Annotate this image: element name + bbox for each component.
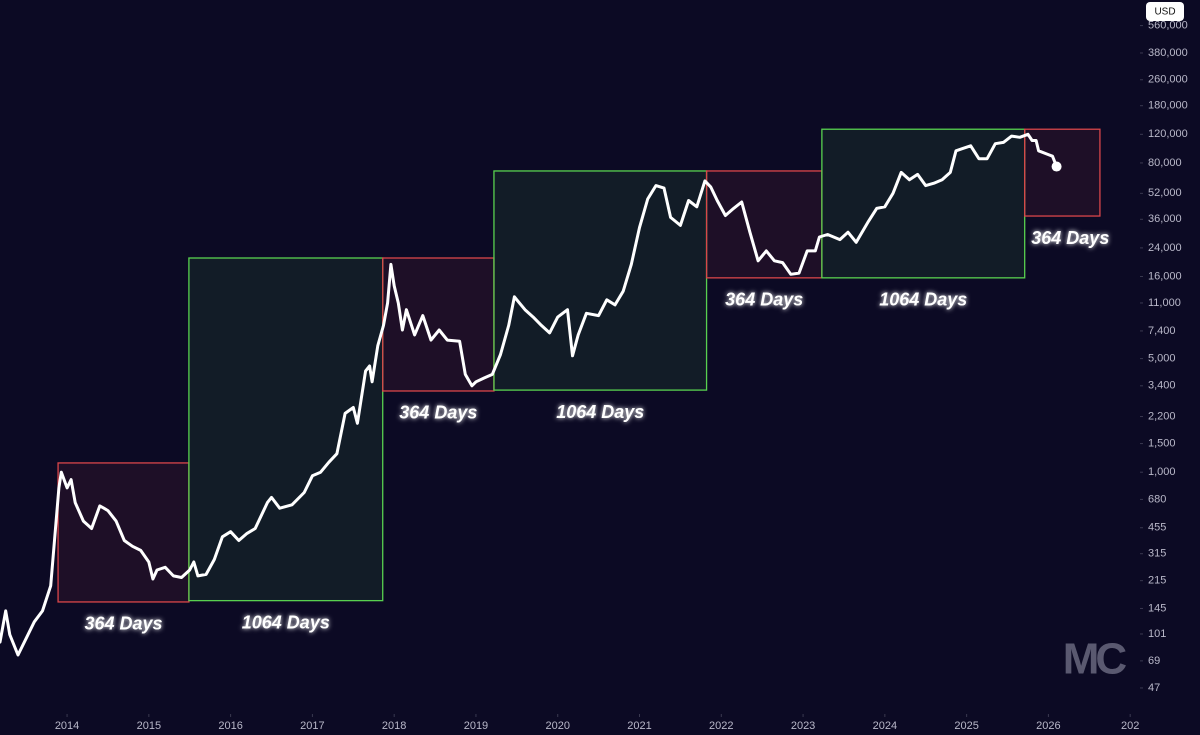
- cycle-box: [57, 462, 190, 603]
- cycle-label: 364 Days: [399, 403, 477, 423]
- x-tick-label: 2026: [1036, 720, 1060, 732]
- y-tick-label: 16,000: [1148, 270, 1182, 282]
- y-tick-label: 145: [1148, 602, 1166, 614]
- cycle-box: [493, 170, 708, 391]
- cycle-label: 364 Days: [1031, 228, 1109, 248]
- x-tick-label: 2022: [709, 720, 733, 732]
- x-tick-label: 2017: [300, 720, 324, 732]
- y-tick-label: 101: [1148, 628, 1166, 640]
- x-tick-label: 2023: [791, 720, 815, 732]
- x-tick-label: 2021: [627, 720, 651, 732]
- x-tick-label: 2025: [954, 720, 978, 732]
- y-tick-label: 11,000: [1148, 297, 1181, 309]
- y-tick-label: 380,000: [1148, 47, 1188, 59]
- currency-label: USD: [1154, 7, 1175, 18]
- y-tick-label: 180,000: [1148, 100, 1188, 112]
- y-tick-label: 80,000: [1148, 157, 1182, 169]
- y-tick-label: 680: [1148, 493, 1166, 505]
- currency-badge: [1146, 2, 1184, 21]
- y-tick-label: 24,000: [1148, 242, 1182, 254]
- cycle-label: 364 Days: [725, 290, 803, 310]
- cycle-label: 364 Days: [84, 614, 162, 634]
- cycle-box: [382, 257, 495, 392]
- y-tick-label: 560,000: [1148, 20, 1188, 32]
- y-tick-label: 5,000: [1148, 353, 1176, 365]
- cycle-box: [821, 128, 1026, 279]
- y-tick-label: 69: [1148, 655, 1160, 667]
- cycle-label: 1064 Days: [879, 290, 967, 310]
- y-tick-label: 52,000: [1148, 187, 1182, 199]
- y-tick-label: 260,000: [1148, 74, 1188, 86]
- y-tick-label: 36,000: [1148, 213, 1182, 225]
- price-line: [0, 132, 1059, 657]
- watermark: MC: [1063, 635, 1127, 684]
- y-tick-label: 7,400: [1148, 325, 1176, 337]
- y-tick-label: 120,000: [1148, 128, 1188, 140]
- y-tick-label: 1,500: [1148, 437, 1176, 449]
- x-tick-label: 2015: [137, 720, 161, 732]
- x-tick-label: 202: [1121, 720, 1139, 732]
- y-tick-label: 47: [1148, 682, 1160, 694]
- y-tick-label: 2,200: [1148, 410, 1176, 422]
- y-tick-label: 215: [1148, 575, 1166, 587]
- y-tick-label: 1,000: [1148, 466, 1176, 478]
- y-tick-label: 3,400: [1148, 380, 1176, 392]
- x-tick-label: 2019: [464, 720, 488, 732]
- cycle-label: 1064 Days: [242, 612, 330, 632]
- x-tick-label: 2020: [545, 720, 569, 732]
- y-tick-label: 315: [1148, 548, 1166, 560]
- last-price-dot: [1051, 161, 1062, 172]
- x-tick-label: 2018: [382, 720, 406, 732]
- cycle-label: 1064 Days: [556, 402, 644, 422]
- x-tick-label: 2016: [218, 720, 242, 732]
- x-tick-label: 2024: [873, 720, 897, 732]
- y-tick-label: 455: [1148, 522, 1166, 534]
- x-tick-label: 2014: [55, 720, 79, 732]
